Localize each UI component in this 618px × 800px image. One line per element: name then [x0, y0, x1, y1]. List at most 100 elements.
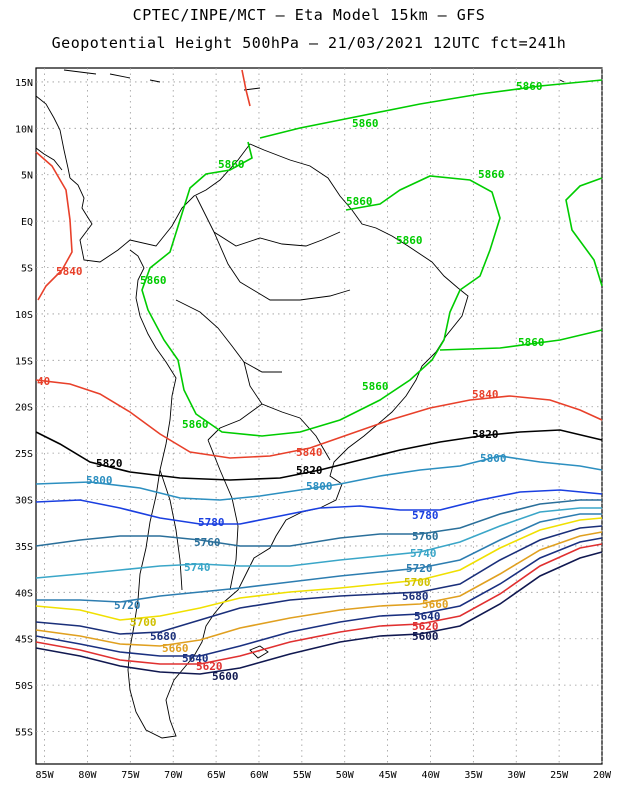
lat-tick-label: 40S	[15, 588, 33, 599]
label-5660: 5660	[162, 642, 189, 655]
label-5860: 5860	[396, 234, 423, 247]
label-5720: 5720	[114, 599, 141, 612]
label-5860: 5860	[516, 80, 543, 93]
label-5600: 5600	[212, 670, 239, 683]
contour-5860-north	[259, 79, 603, 139]
lon-tick-label: 35W	[464, 770, 483, 781]
contour-5840-south	[35, 379, 603, 459]
label-5700: 5700	[130, 616, 157, 629]
contour-5760	[35, 499, 602, 547]
lat-tick-label: 55S	[15, 728, 33, 739]
label-5860: 5860	[352, 117, 379, 130]
lon-tick-label: 40W	[421, 770, 440, 781]
label-5840: 5840	[472, 388, 499, 401]
contour-5840-top	[241, 69, 251, 107]
label-5600: 5600	[412, 630, 439, 643]
label-5860: 5860	[346, 195, 373, 208]
lon-tick-label: 20W	[593, 770, 612, 781]
lat-tick-label: 10S	[15, 310, 33, 321]
lat-tick-label: 20S	[15, 403, 33, 414]
label-5800: 5800	[306, 480, 333, 493]
label-5840: 5840	[56, 265, 83, 278]
lat-tick-label: EQ	[21, 217, 33, 228]
lat-tick-label: 50S	[15, 681, 33, 692]
falklands	[249, 645, 269, 659]
lon-tick-label: 60W	[250, 770, 269, 781]
south-america-coast	[69, 143, 469, 739]
label-5700: 5700	[404, 576, 431, 589]
label-5820: 5820	[472, 428, 499, 441]
label-5640: 5640	[414, 610, 441, 623]
contour-5740	[35, 507, 602, 579]
contour-5780	[35, 489, 603, 525]
map-subtitle: Geopotential Height 500hPa – 21/03/2021 …	[51, 34, 567, 52]
lat-tick-label: 15S	[15, 356, 33, 367]
contour-5860-main	[141, 141, 501, 437]
label-5640: 5640	[182, 652, 209, 665]
lat-tick-label: 5N	[21, 171, 33, 182]
label-5740: 5740	[184, 561, 211, 574]
label-5860: 5860	[518, 336, 545, 349]
lat-tick-label: 45S	[15, 635, 33, 646]
caribbean-islands	[63, 69, 565, 91]
label-5780: 5780	[198, 516, 225, 529]
contour-5800	[35, 455, 603, 501]
contour-5700	[35, 517, 603, 621]
label-5820: 5820	[296, 464, 323, 477]
label-5820: 5820	[96, 457, 123, 470]
lon-tick-label: 70W	[164, 770, 183, 781]
label-5840-partial: 40	[37, 375, 50, 388]
contour-5620	[35, 543, 603, 665]
label-5860: 5860	[182, 418, 209, 431]
label-5860: 5860	[140, 274, 167, 287]
continent-outline	[35, 69, 565, 739]
label-5780: 5780	[412, 509, 439, 522]
label-5860: 5860	[218, 158, 245, 171]
lat-tick-label: 30S	[15, 496, 33, 507]
contour-5680	[35, 525, 603, 635]
lon-tick-label: 65W	[207, 770, 226, 781]
lon-tick-label: 30W	[507, 770, 526, 781]
country-borders	[159, 195, 351, 591]
label-5860: 5860	[362, 380, 389, 393]
latitude-labels: 15N 10N 5N EQ 5S 10S 15S 20S 25S 30S 35S 40S 45S 50S 5…	[15, 78, 33, 739]
label-5720: 5720	[406, 562, 433, 575]
label-5760: 5760	[412, 530, 439, 543]
lat-tick-label: 35S	[15, 542, 33, 553]
contour-5720	[36, 513, 602, 603]
contour-5640	[35, 537, 603, 657]
lon-tick-label: 50W	[336, 770, 355, 781]
map-title: CPTEC/INPE/MCT – Eta Model 15km – GFS	[132, 6, 486, 24]
contour-5660	[35, 531, 603, 647]
label-5680: 5680	[402, 590, 429, 603]
lat-tick-label: 15N	[15, 78, 33, 89]
central-america-coast	[35, 95, 71, 179]
lon-tick-label: 75W	[121, 770, 140, 781]
longitude-labels: 85W 80W 75W 70W 65W 60W 55W 50W 45W 40W 35W 30W 25W 2…	[36, 770, 612, 781]
label-5680: 5680	[150, 630, 177, 643]
lon-tick-label: 80W	[78, 770, 97, 781]
lat-tick-label: 25S	[15, 449, 33, 460]
contour-5820	[35, 429, 603, 481]
contour-labels: 5860 5860 5860 5860 5860 5860 5860 5860 …	[37, 80, 545, 683]
lon-tick-label: 45W	[379, 770, 398, 781]
label-5860: 5860	[478, 168, 505, 181]
lon-tick-label: 55W	[293, 770, 312, 781]
label-5620: 5620	[412, 620, 439, 633]
lat-lon-grid	[36, 68, 603, 764]
contour-lines	[35, 69, 603, 675]
lat-tick-label: 5S	[21, 264, 33, 275]
contour-5840-west	[35, 151, 73, 301]
label-5840: 5840	[296, 446, 323, 459]
label-5660: 5660	[422, 598, 449, 611]
label-5620: 5620	[196, 660, 223, 673]
label-5740: 5740	[410, 547, 437, 560]
lon-tick-label: 25W	[550, 770, 569, 781]
label-5760: 5760	[194, 536, 221, 549]
lon-tick-label: 85W	[36, 770, 55, 781]
lat-tick-label: 10N	[15, 124, 33, 135]
contour-5860-east	[439, 177, 603, 351]
label-5800: 5800	[86, 474, 113, 487]
